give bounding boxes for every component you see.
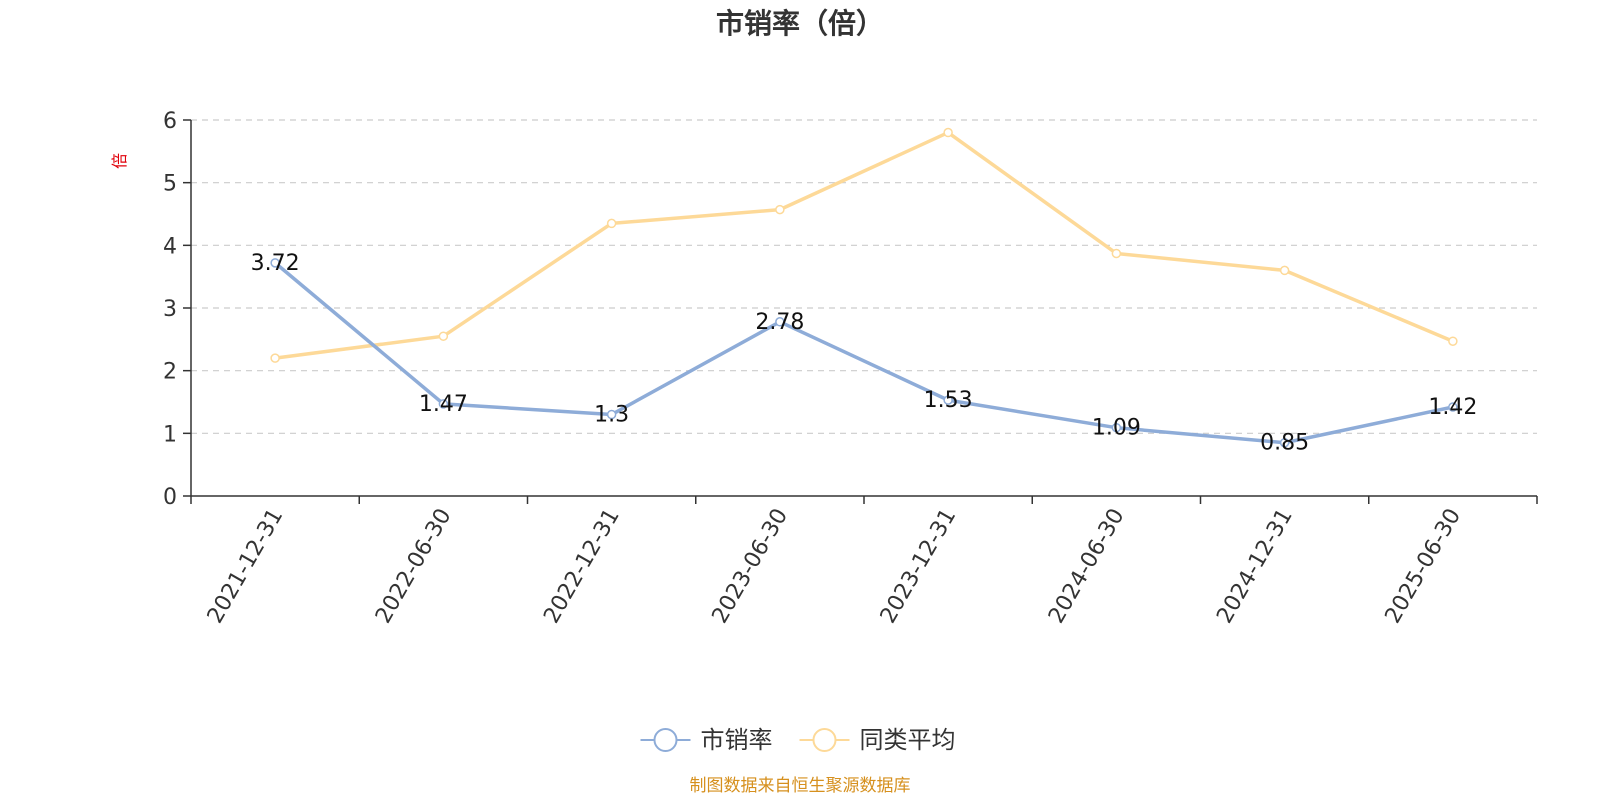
- y-tick-label: 4: [163, 234, 177, 259]
- series-lines: [270, 127, 1458, 448]
- legend: 市销率 同类平均: [640, 726, 956, 754]
- legend-item: 同类平均: [799, 726, 956, 754]
- x-tick-label: 2024-06-30: [1044, 505, 1130, 628]
- x-tick-label: 2024-12-31: [1212, 505, 1298, 628]
- chart-title: 市销率（倍）: [716, 7, 884, 40]
- x-tick-label: 2022-12-31: [539, 505, 625, 628]
- y-tick-label: 1: [163, 422, 177, 447]
- x-tick-label: 2022-06-30: [371, 505, 457, 628]
- data-point: [943, 395, 953, 405]
- data-point: [1279, 437, 1290, 448]
- legend-swatch-marker: [653, 728, 678, 752]
- data-point: [438, 331, 449, 341]
- x-tick-label: 2025-06-30: [1380, 505, 1466, 628]
- data-point: [606, 218, 617, 229]
- y-axis-unit-label: 倍: [110, 153, 129, 169]
- grid-lines: [191, 119, 1537, 434]
- data-label: 1.47: [419, 392, 468, 417]
- y-tick-label: 3: [163, 297, 177, 322]
- data-point: [1448, 402, 1458, 412]
- data-point: [270, 353, 280, 363]
- data-label: 3.72: [251, 251, 300, 276]
- data-label: 2.78: [755, 310, 804, 335]
- x-tick-label: 2021-12-31: [203, 505, 289, 628]
- y-tick-label: 6: [163, 109, 177, 134]
- legend-label: 市销率: [701, 726, 773, 754]
- legend-label: 同类平均: [860, 726, 956, 754]
- series-line-0: [274, 261, 1454, 445]
- data-label: 0.85: [1260, 431, 1309, 456]
- y-tick-label: 0: [163, 485, 177, 510]
- legend-item: 市销率: [640, 726, 773, 754]
- data-label: 1.53: [924, 388, 973, 413]
- legend-swatch-marker: [812, 728, 837, 752]
- data-point: [1111, 422, 1122, 433]
- data-label: 1.09: [1092, 416, 1141, 441]
- data-point: [775, 317, 785, 327]
- data-point: [606, 409, 617, 420]
- data-point: [1279, 265, 1290, 276]
- data-point: [1448, 336, 1458, 346]
- data-point: [438, 399, 449, 409]
- x-tick-label: 2023-12-31: [876, 505, 962, 628]
- data-label: 1.3: [594, 403, 629, 428]
- series-line-1: [274, 130, 1454, 360]
- x-tick-label: 2023-06-30: [707, 505, 793, 628]
- data-point: [943, 127, 953, 138]
- source-note: 制图数据来自恒生聚源数据库: [690, 776, 911, 796]
- data-point: [1111, 248, 1122, 259]
- y-tick-label: 2: [163, 360, 177, 385]
- data-labels: 3.72 1.47 1.3 2.78 1.53 1.09 0.85 1.42: [251, 251, 1478, 456]
- axes: 0 1 2 3 4 5 6 2021-12-31 2022-06-30 2022-12-31 202…: [163, 109, 1538, 628]
- data-point: [775, 204, 785, 215]
- y-tick-label: 5: [163, 172, 177, 197]
- data-label: 1.42: [1428, 395, 1477, 420]
- data-point: [270, 258, 280, 268]
